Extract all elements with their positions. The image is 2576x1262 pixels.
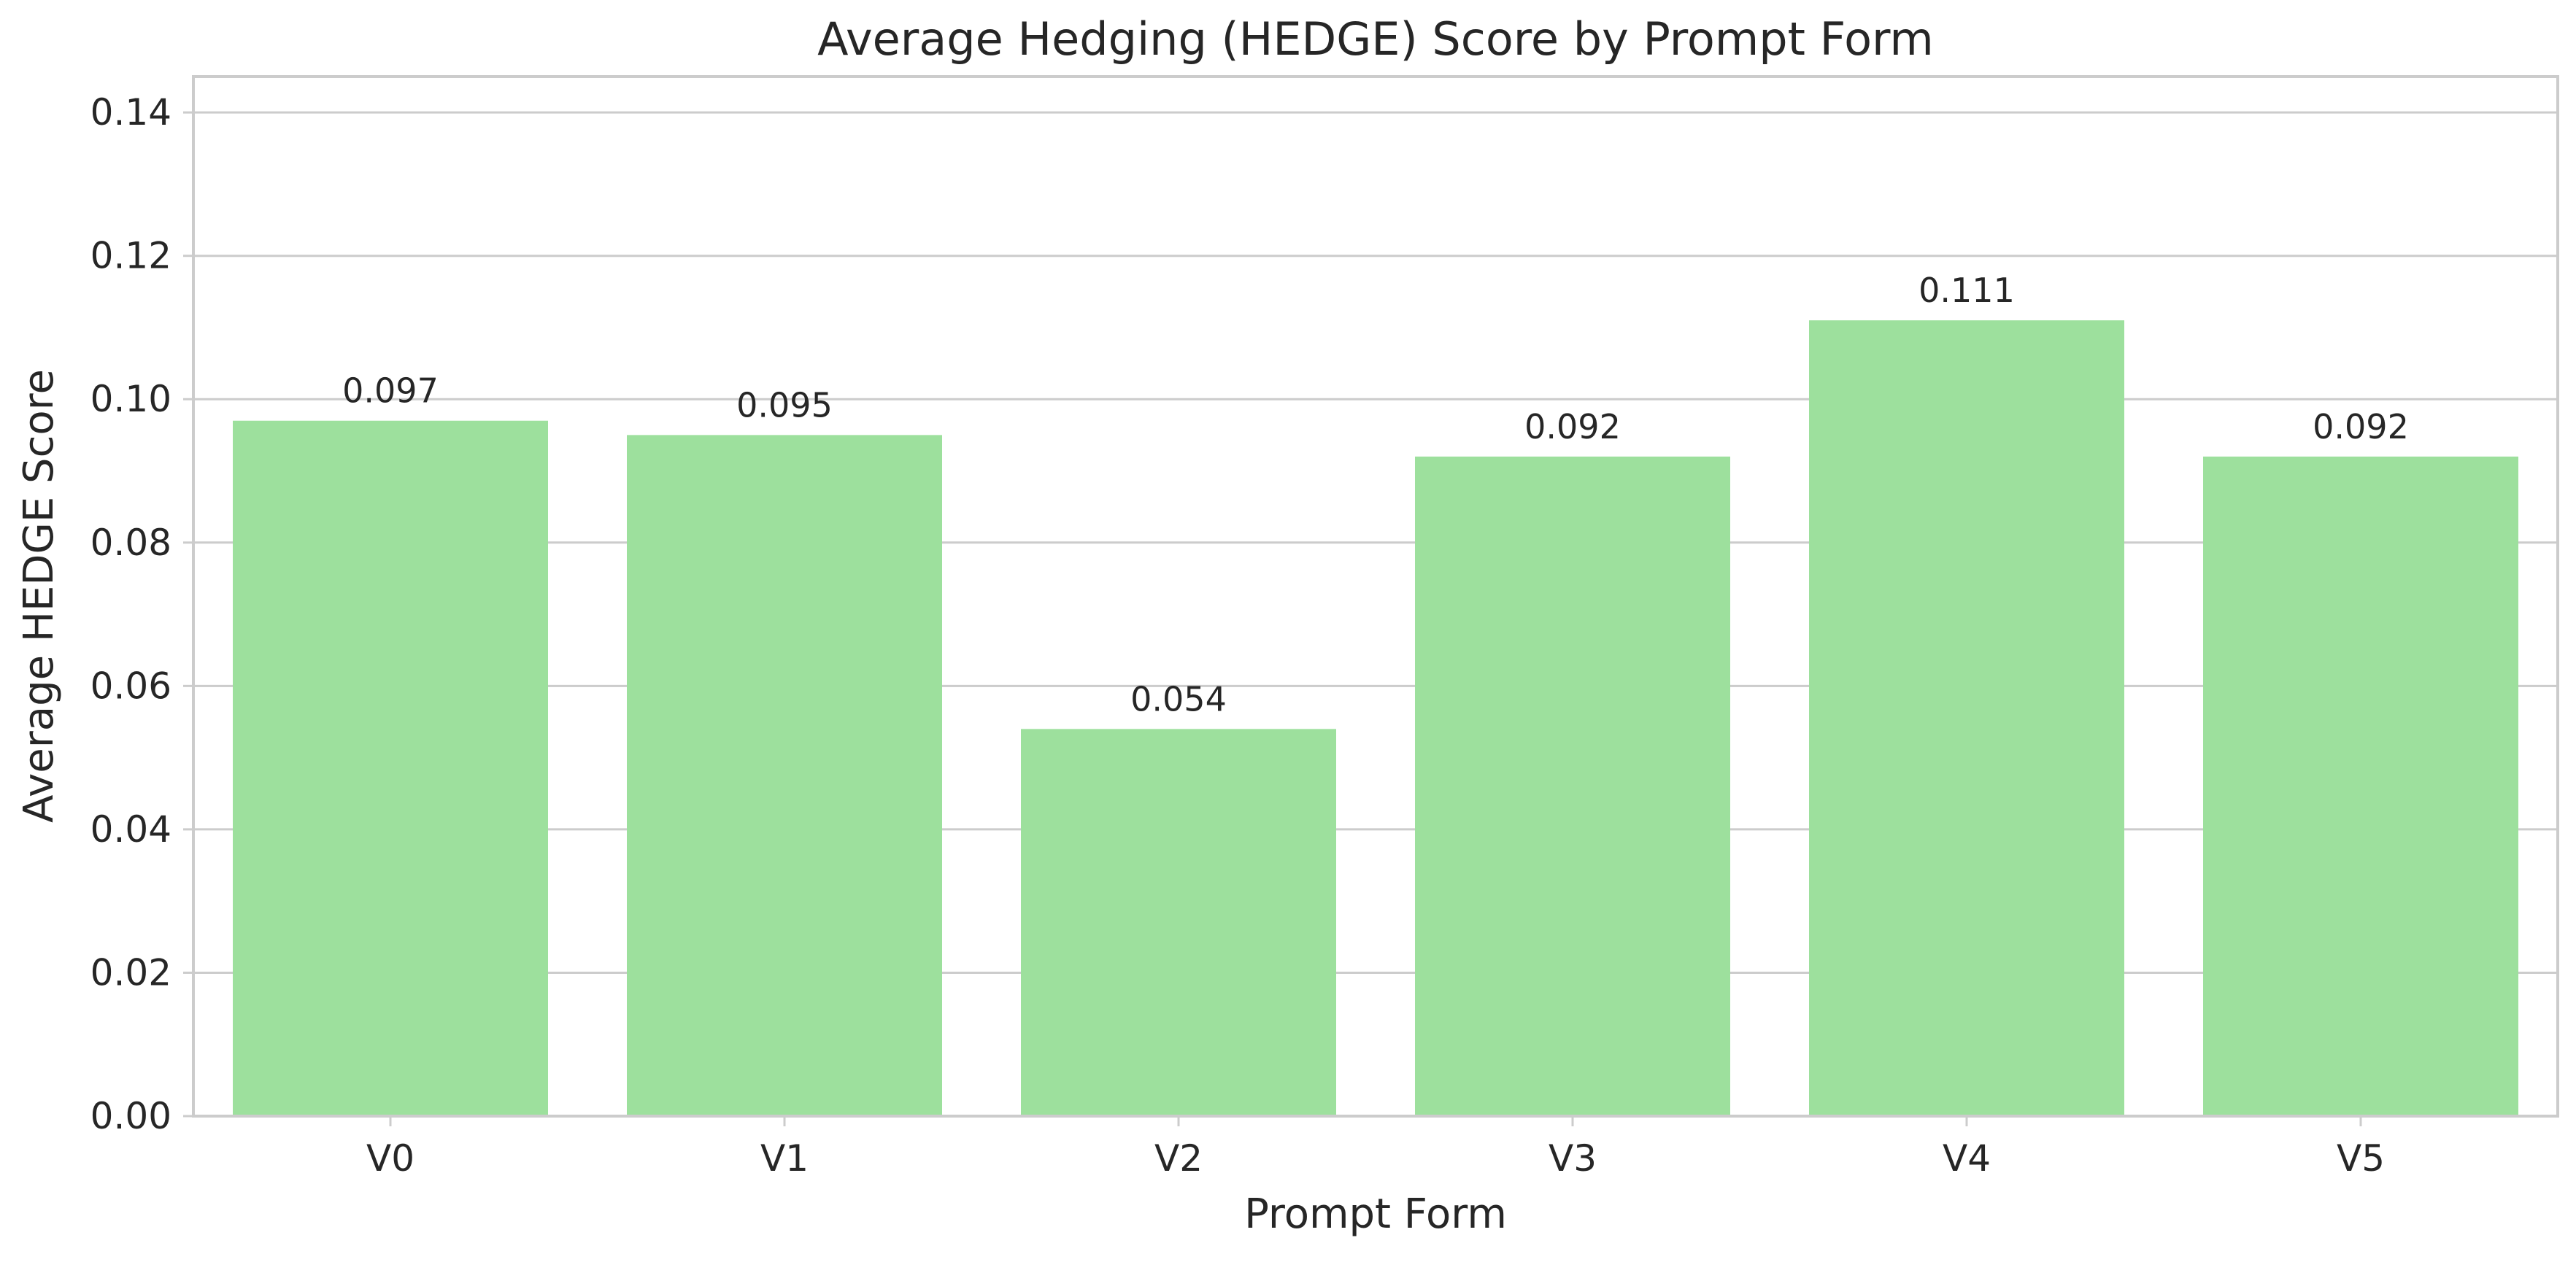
y-tick-label: 0.00 [90, 1095, 171, 1137]
bar-v2 [1021, 729, 1336, 1116]
y-tick-label: 0.14 [90, 91, 171, 133]
x-tick-label: V1 [760, 1137, 809, 1180]
y-tick-label: 0.02 [90, 951, 171, 994]
bar-v0 [233, 420, 548, 1116]
y-tick-label: 0.10 [90, 378, 171, 420]
chart-title: Average Hedging (HEDGE) Score by Prompt … [817, 12, 1934, 66]
data-labels: 0.097 0.095 0.054 0.092 0.111 0.092 [342, 271, 2409, 719]
x-tick-label: V3 [1549, 1137, 1597, 1180]
y-tick-label: 0.04 [90, 808, 171, 851]
bars [233, 320, 2518, 1116]
y-axis-label: Average HEDGE Score [15, 369, 63, 823]
bar-v4 [1809, 320, 2124, 1116]
data-label: 0.111 [1918, 271, 2015, 310]
x-tick-label: V0 [366, 1137, 414, 1180]
data-label: 0.097 [342, 371, 439, 411]
ticks: 0.00 0.02 0.04 0.06 0.08 0.10 0.12 0.14 V0 V1 V2 V3… [90, 91, 2385, 1180]
bar-v3 [1415, 456, 1730, 1116]
y-tick-label: 0.08 [90, 522, 171, 564]
x-tick-label: V5 [2337, 1137, 2385, 1180]
data-label: 0.054 [1130, 679, 1227, 719]
x-tick-label: V2 [1154, 1137, 1203, 1180]
plot-frame [192, 75, 2559, 1118]
data-label: 0.092 [1524, 407, 1621, 446]
bar-v1 [627, 435, 942, 1116]
data-label: 0.092 [2313, 407, 2409, 446]
data-label: 0.095 [736, 385, 833, 425]
x-tick-label: V4 [1943, 1137, 1991, 1180]
y-tick-label: 0.12 [90, 235, 171, 277]
gridlines [193, 111, 2558, 1118]
x-axis-label: Prompt Form [1244, 1191, 1507, 1238]
y-tick-label: 0.06 [90, 665, 171, 707]
bar-v5 [2203, 456, 2518, 1116]
